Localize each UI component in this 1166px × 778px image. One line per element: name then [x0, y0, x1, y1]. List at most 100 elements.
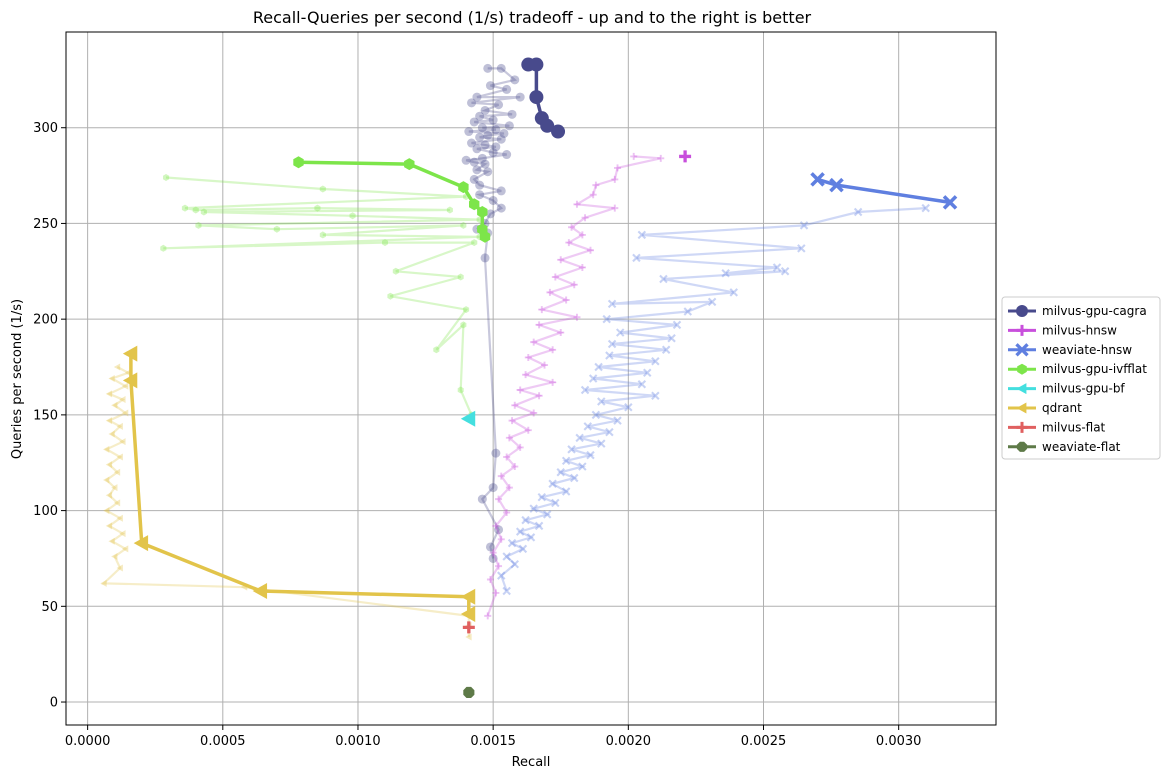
milvus-gpu-cagra-faint-point: [472, 144, 482, 154]
weaviate-hnsw-faint-point: [672, 320, 682, 330]
milvus-hnsw-faint-point: [530, 409, 538, 417]
milvus-hnsw-faint-point: [557, 329, 565, 337]
milvus-gpu-cagra-faint-point: [502, 150, 512, 160]
qdrant-faint-point: [103, 507, 110, 515]
y-axis-label: Queries per second (1/s): [10, 299, 25, 459]
weaviate-hnsw-faint-point: [515, 527, 525, 536]
milvus-gpu-cagra-faint-point: [496, 63, 506, 73]
milvus-gpu-cagra-faint-point: [480, 159, 490, 169]
qdrant-point: [460, 605, 476, 622]
weaviate-hnsw-faint-point: [659, 274, 668, 284]
weaviate-hnsw-faint-point: [580, 385, 590, 395]
milvus-hnsw-faint-point: [503, 453, 511, 461]
milvus-gpu-ivfflat-faint-point: [471, 239, 478, 247]
weaviate-hnsw-faint-point: [510, 559, 520, 569]
milvus-hnsw-faint-point: [484, 612, 492, 620]
milvus-gpu-ivfflat-point: [404, 158, 415, 171]
weaviate-hnsw-faint-point: [537, 492, 547, 502]
milvus-gpu-ivfflat-faint-point: [349, 212, 356, 220]
qdrant-faint-point: [116, 422, 123, 430]
milvus-gpu-ivfflat-faint-point: [200, 208, 207, 216]
milvus-gpu-ivfflat-faint-point: [460, 221, 467, 229]
milvus-gpu-cagra-faint-point: [488, 148, 498, 158]
weaviate-hnsw-faint-point: [591, 410, 601, 420]
milvus-gpu-cagra-faint-point: [504, 121, 514, 131]
milvus-hnsw-faint-point: [492, 589, 500, 597]
milvus-hnsw-faint-point: [489, 549, 497, 557]
x-tick-label: 0.0030: [876, 734, 922, 749]
weaviate-hnsw-faint-point: [561, 456, 571, 466]
milvus-hnsw-faint-point: [562, 296, 570, 304]
milvus-gpu-ivfflat-faint-point: [273, 225, 280, 233]
milvus-hnsw-faint-point: [589, 191, 597, 199]
weaviate-hnsw-faint-point: [637, 230, 647, 240]
milvus-gpu-cagra-faint-point: [475, 111, 485, 121]
milvus-hnsw-faint-point: [630, 152, 638, 160]
qdrant-faint-point: [119, 396, 126, 404]
milvus-hnsw-faint-point: [511, 401, 519, 409]
milvus-gpu-cagra-faint-point: [496, 203, 506, 213]
weaviate-hnsw-faint-point: [632, 253, 641, 263]
weaviate-hnsw-faint-point: [586, 450, 595, 460]
milvus-hnsw-faint-point: [497, 472, 505, 480]
qdrant-point: [460, 588, 476, 605]
milvus-hnsw-faint-point: [505, 434, 513, 442]
milvus-gpu-cagra-faint-point: [469, 117, 479, 127]
weaviate-hnsw-faint-point: [721, 268, 730, 278]
milvus-gpu-cagra-faint-point: [507, 109, 517, 119]
weaviate-hnsw-faint-point: [561, 487, 571, 496]
milvus-gpu-ivfflat-faint-point: [392, 267, 399, 275]
milvus-gpu-ivfflat-faint-point: [319, 231, 326, 239]
milvus-gpu-cagra-faint-point: [491, 142, 501, 152]
milvus-flat-point: [462, 621, 475, 634]
main-series-layer: [122, 57, 958, 698]
qdrant-faint-point: [116, 453, 123, 461]
qdrant-line: [129, 353, 471, 614]
milvus-hnsw-faint-point: [541, 361, 549, 369]
weaviate-hnsw-faint-point: [548, 479, 557, 489]
milvus-gpu-cagra-faint-point: [469, 157, 479, 167]
weaviate-hnsw-faint-point: [661, 345, 671, 355]
weaviate-hnsw-faint-point: [556, 468, 565, 477]
milvus-hnsw-faint-point: [511, 463, 519, 471]
milvus-hnsw-faint-point: [524, 353, 532, 361]
legend-swatch-marker: [1016, 324, 1028, 336]
legend-swatch-marker: [1016, 402, 1027, 414]
y-tick-label: 150: [33, 408, 58, 423]
weaviate-hnsw-faint-point: [529, 504, 538, 513]
milvus-gpu-cagra-faint-point: [480, 105, 490, 115]
milvus-hnsw-faint-point: [581, 214, 589, 222]
milvus-hnsw-point: [679, 150, 692, 163]
weaviate-hnsw-faint-point: [542, 510, 552, 519]
weaviate-hnsw-faint-point: [651, 357, 660, 366]
weaviate-hnsw-faint-point: [507, 538, 517, 548]
legend-swatch-marker: [1017, 363, 1027, 375]
weaviate-hnsw-faint-point: [772, 263, 782, 272]
milvus-hnsw-faint-point: [505, 484, 513, 492]
milvus-hnsw-faint-point: [570, 281, 578, 289]
milvus-hnsw-faint-point: [611, 175, 619, 183]
qdrant-faint-point: [113, 468, 121, 476]
milvus-gpu-cagra-faint-point: [499, 128, 509, 138]
x-tick-label: 0.0000: [65, 734, 111, 749]
milvus-hnsw-faint-point: [535, 392, 543, 400]
milvus-gpu-ivfflat-faint-point: [460, 321, 467, 329]
milvus-hnsw-faint-point: [497, 535, 505, 543]
milvus-hnsw-faint-point: [516, 386, 524, 394]
milvus-gpu-cagra-faint-point: [496, 186, 506, 196]
y-tick-label: 250: [33, 217, 58, 232]
milvus-gpu-ivfflat-point: [293, 156, 304, 169]
milvus-gpu-cagra-point: [540, 118, 555, 133]
weaviate-hnsw-faint-point: [607, 299, 617, 309]
qdrant-faint-point: [465, 633, 472, 641]
qdrant-faint-point: [105, 491, 113, 499]
milvus-gpu-cagra-faint-point: [491, 448, 501, 458]
qdrant-faint-point: [111, 484, 118, 492]
x-tick-label: 0.0020: [606, 734, 652, 749]
milvus-gpu-cagra-faint-line: [465, 67, 521, 231]
milvus-gpu-ivfflat-faint-point: [192, 206, 199, 214]
qdrant-faint-point: [108, 430, 115, 438]
qdrant-faint-point: [103, 445, 110, 453]
milvus-gpu-ivfflat-faint-point: [160, 244, 167, 252]
weaviate-hnsw-faint-point: [502, 586, 511, 596]
